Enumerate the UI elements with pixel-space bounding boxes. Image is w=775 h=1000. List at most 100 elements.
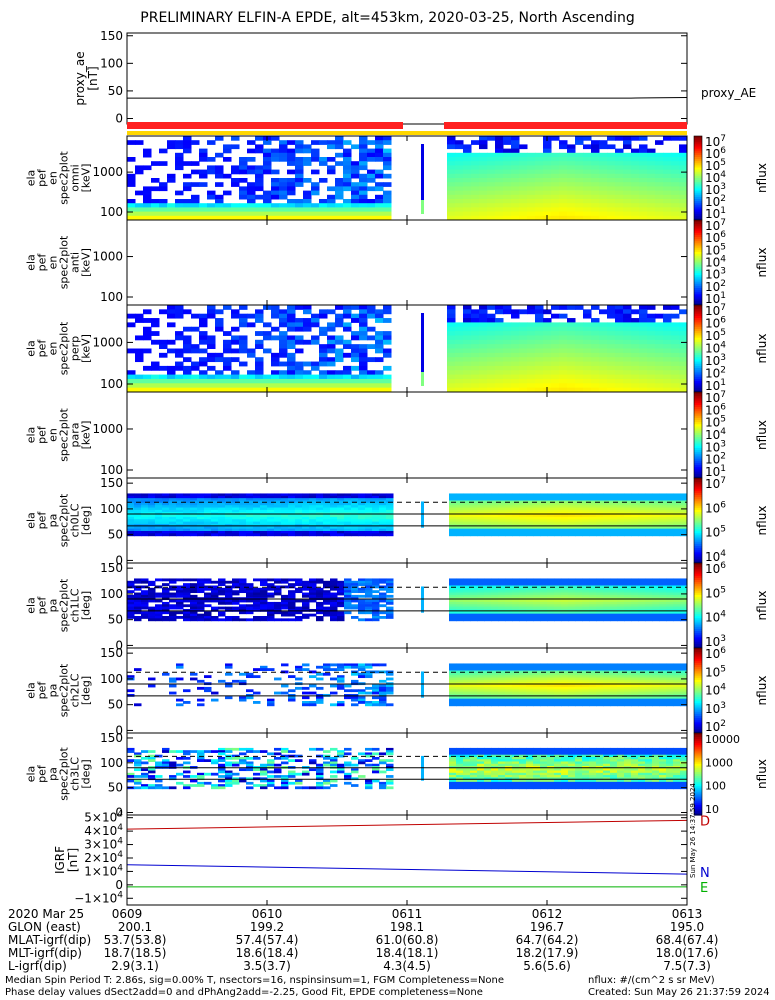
spectrogram-cell: [623, 203, 632, 208]
spectrogram-cell: [183, 611, 191, 615]
spectrogram-cell: [281, 526, 289, 530]
spectrogram-cell: [663, 152, 672, 158]
colorbar-cell: [694, 361, 702, 365]
spectrogram-cell: [498, 583, 506, 586]
spectrogram-cell: [311, 322, 320, 328]
spectrogram-cell: [127, 675, 135, 679]
spectrogram-cell: [218, 583, 226, 586]
spectrogram-cell: [351, 495, 359, 499]
spectrogram-cell: [671, 207, 680, 213]
spectrogram-cell: [535, 305, 544, 310]
spectrogram-cell: [673, 587, 681, 591]
spectrogram-cell: [287, 357, 296, 363]
spectrogram-cell: [561, 514, 569, 518]
spectrogram-cell: [311, 207, 320, 213]
spectrogram-cell: [302, 594, 310, 598]
spectrogram-cell: [547, 618, 555, 622]
spectrogram-cell: [260, 498, 268, 501]
spectrogram-cell: [344, 498, 352, 501]
spectrogram-cell: [631, 207, 640, 213]
spectrogram-cell: [655, 339, 664, 345]
spectrogram-cell: [190, 618, 198, 622]
spectrogram-cell: [135, 348, 144, 354]
spectrogram-cell: [351, 199, 360, 204]
spectrogram-cell: [271, 374, 280, 380]
spectrogram-cell: [271, 370, 280, 376]
spectrogram-cell: [183, 509, 191, 513]
spectrogram-cell: [281, 516, 289, 520]
spectrogram-cell: [199, 148, 208, 154]
spectrogram-cell: [271, 207, 280, 213]
spectrogram-cell: [623, 370, 632, 376]
spectrogram-cell: [288, 533, 296, 537]
spectrogram-cell: [274, 691, 282, 695]
spectrogram-cell: [183, 387, 192, 393]
spectrogram-cell: [463, 689, 471, 693]
spectrogram-cell: [323, 693, 331, 697]
spectrogram-cell: [471, 352, 480, 358]
spectrogram-cell: [169, 599, 177, 603]
spectrogram-cell: [680, 521, 688, 525]
spectrogram-cell: [463, 211, 472, 217]
spectrogram-cell: [135, 215, 144, 221]
spectrogram-cell: [287, 365, 296, 371]
spectrogram-cell: [463, 675, 471, 679]
spectrogram-cell: [383, 161, 392, 166]
spectrogram-cell: [199, 207, 208, 213]
spectrogram-cell: [449, 701, 457, 704]
spectrogram-cell: [246, 611, 254, 615]
spectrogram-cell: [148, 502, 156, 506]
spectrogram-cell: [610, 616, 618, 619]
spectrogram-cell: [471, 326, 480, 332]
spectrogram-cell: [302, 696, 310, 700]
spectrogram-cell: [599, 182, 608, 187]
colorbar-cell: [694, 426, 702, 430]
spectrogram-cell: [498, 594, 506, 598]
spectrogram-cell: [183, 689, 191, 693]
spectrogram-cell: [199, 203, 208, 208]
spectrogram-cell: [567, 361, 576, 367]
spectrogram-cell: [449, 604, 457, 608]
spectrogram-cell: [169, 495, 177, 499]
spectrogram-cell: [253, 606, 261, 610]
ytick-label: 100: [100, 587, 123, 601]
spectrogram-cell: [652, 533, 660, 537]
spectrogram-cell: [375, 215, 384, 221]
spectrogram-cell: [659, 608, 667, 612]
spectrogram-cell: [631, 365, 640, 371]
colorbar-cell: [694, 142, 702, 145]
spectrogram-cell: [591, 182, 600, 187]
spectrogram-cell: [199, 339, 208, 345]
spectrogram-cell: [175, 348, 184, 354]
spectrogram-cell: [559, 207, 568, 213]
spectrogram-cell: [279, 211, 288, 217]
spectrogram-cell: [503, 140, 512, 145]
spectrogram-cell: [519, 365, 528, 371]
spectrogram-cell: [582, 601, 590, 605]
spectrogram-cell: [279, 152, 288, 158]
spectrogram-cell: [302, 599, 310, 603]
ytick-label: 1000: [92, 165, 123, 179]
spectrogram-cell: [335, 348, 344, 354]
spectrogram-cell: [589, 578, 597, 582]
spectrogram-cell: [655, 352, 664, 358]
spectrogram-cell: [155, 611, 163, 615]
spectrogram-cell: [279, 215, 288, 221]
spectrogram-cell: [638, 493, 646, 497]
spectrogram-cell: [386, 608, 394, 612]
colorbar-label: nflux: [755, 334, 769, 364]
spectrogram-cell: [162, 493, 170, 497]
spectrogram-cell: [512, 613, 520, 617]
spectrogram-cell: [215, 352, 224, 358]
spectrogram-cell: [543, 178, 552, 183]
spectrogram-cell: [543, 335, 552, 341]
spectrogram-cell: [639, 148, 648, 154]
spectrogram-cell: [449, 509, 457, 513]
spectrogram-cell: [617, 592, 625, 596]
spectrogram-cell: [351, 335, 360, 341]
spectrogram-cell: [666, 608, 674, 612]
spectrogram-cell: [183, 215, 192, 221]
spectrogram-cell: [624, 611, 632, 615]
spectrogram-cell: [155, 594, 163, 598]
spectrogram-cell: [547, 505, 555, 509]
